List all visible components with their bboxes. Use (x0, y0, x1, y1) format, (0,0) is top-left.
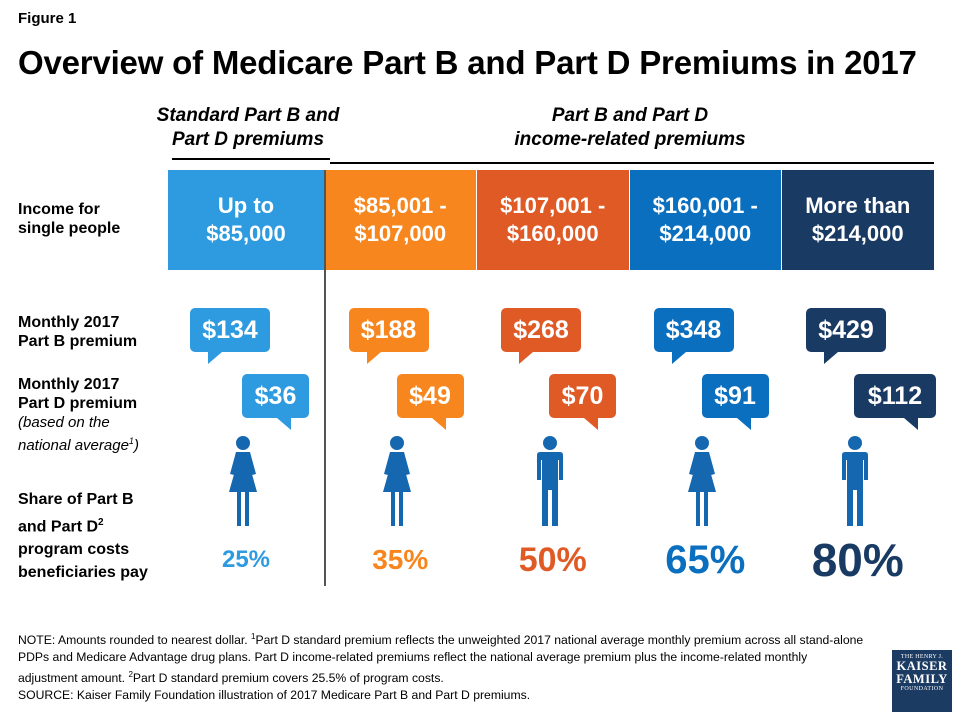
part-b-bubble-3-tail (519, 352, 533, 364)
share-label-4: 65% (665, 538, 746, 582)
part-b-bubble-4: $348 (653, 308, 734, 364)
standard-premiums-header: Standard Part B and Part D premiums (146, 104, 350, 152)
standard-header-underline (172, 158, 330, 160)
row-label-income: Income for single people (18, 201, 121, 237)
part-b-bubble-3: $268 (501, 308, 581, 364)
income-band-1: Up to $85,000 (168, 170, 324, 270)
part-d-bubble-2-tail (431, 418, 446, 430)
figure-label: Figure 1 (18, 10, 77, 27)
person-icon-1 (229, 436, 257, 526)
share-label-1: 25% (221, 546, 271, 573)
standard-header-line2: Part D premiums (171, 129, 325, 150)
column-divider (324, 170, 326, 586)
part-d-bubble-3-tail (584, 418, 598, 430)
income-related-header-underline (330, 162, 934, 164)
income-related-header-line1: Part B and Part D (551, 105, 709, 126)
part-b-bubble-4-tail (671, 352, 686, 364)
part-b-bubble-1: $134 (190, 308, 270, 364)
part-b-bubble-5-tail (824, 352, 838, 364)
income-related-header: Part B and Part D income-related premium… (470, 104, 790, 152)
source-note: SOURCE: Kaiser Family Foundation illustr… (18, 688, 531, 703)
part-b-bubble-2: $188 (348, 308, 429, 364)
part-b-bubble-5: $429 (806, 308, 886, 364)
part-b-bubble-1-tail (208, 352, 222, 364)
income-band-2: $85,001 - $107,000 (324, 170, 476, 270)
person-icon-5 (841, 436, 868, 526)
part-d-bubble-1-tail (277, 418, 291, 430)
income-band-3: $107,001 - $160,000 (477, 170, 629, 270)
standard-header-line1: Standard Part B and (156, 105, 340, 126)
income-band-5: More than $214,000 (782, 170, 934, 270)
part-b-bubble-2-tail (366, 352, 381, 364)
row-label-part-b: Monthly 2017 Part B premium (18, 314, 138, 350)
part-d-bubble-2: $49 (396, 374, 464, 430)
share-label-2: 35% (372, 544, 429, 575)
part-d-bubble-5: $112 (854, 374, 936, 430)
share-label-3: 50% (518, 541, 587, 579)
row-label-share: Share of Part B and Part D2 program cost… (18, 491, 148, 582)
person-icon-2 (383, 436, 412, 526)
part-d-bubble-4: $91 (701, 374, 769, 430)
part-d-bubble-4-tail (736, 418, 751, 430)
footnote: NOTE: Amounts rounded to nearest dollar.… (18, 632, 864, 703)
row-label-part-d: Monthly 2017 Part D premium (based on th… (18, 376, 139, 454)
person-icon-4 (688, 436, 717, 526)
kff-logo: THE HENRY J. KAISER FAMILY FOUNDATION (892, 650, 952, 712)
chart-title: Overview of Medicare Part B and Part D P… (18, 44, 917, 81)
part-d-bubble-3: $70 (549, 374, 616, 430)
share-label-5: 80% (811, 534, 904, 586)
income-band-4: $160,001 - $214,000 (629, 170, 781, 270)
part-d-bubble-1: $36 (242, 374, 309, 430)
part-d-bubble-5-tail (904, 418, 918, 430)
income-related-header-line2: income-related premiums (514, 129, 746, 150)
person-icon-3 (536, 436, 563, 526)
